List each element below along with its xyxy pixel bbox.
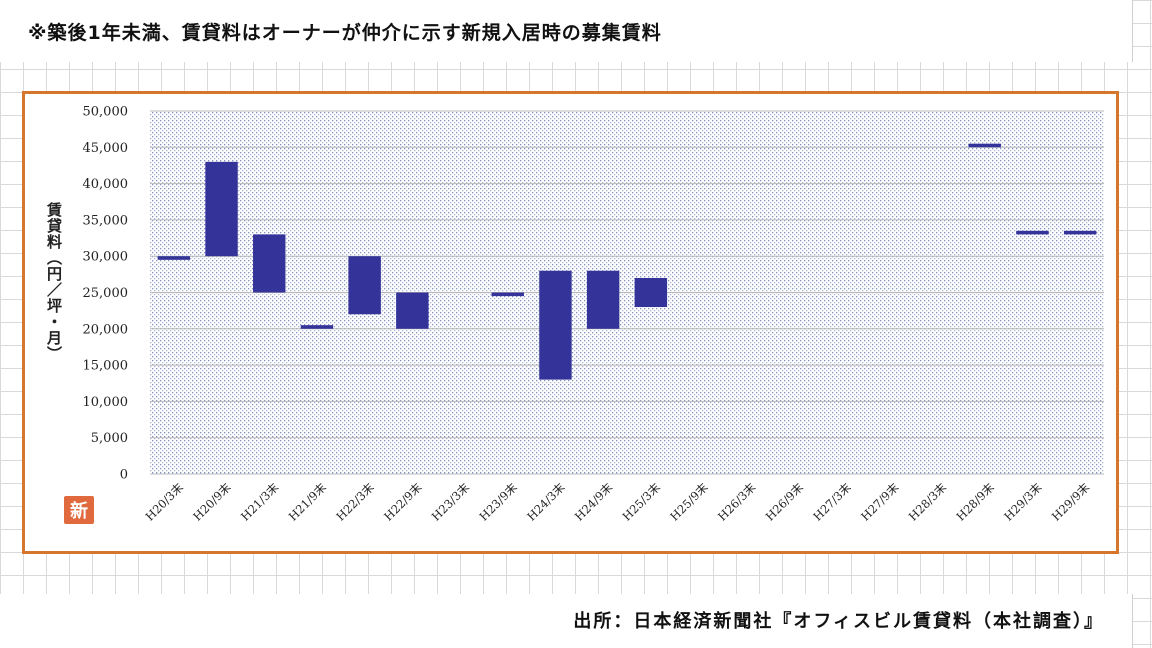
x-tick-label: H28/3末 [906,480,950,524]
range-bar [253,234,286,293]
x-tick-label: H23/3末 [429,480,473,524]
range-bar [205,161,238,257]
x-tick-label: H29/9末 [1049,480,1093,524]
x-tick-label: H24/3末 [524,480,568,524]
y-tick-label: 10,000 [83,395,129,410]
x-tick-label: H25/9末 [667,480,711,524]
source-text: 出所：日本経済新聞社『オフィスビル賃貸料（本社調査）』 [573,611,1104,632]
x-tick-label: H22/9末 [381,480,425,524]
range-bar [634,277,668,308]
y-tick-label: 30,000 [83,250,129,265]
range-bar [586,270,620,329]
x-tick-label: H20/3末 [143,480,187,524]
y-axis-label: 賃貸料（円／坪・月） [45,202,63,362]
x-tick-labels: H20/3末 H20/9末 H21/3末 H21/9末 H22/3末 H22/9末 H23/… [143,480,1093,524]
range-bar [348,256,381,315]
x-tick-label: H20/9末 [190,480,234,524]
note-bar: ※築後1年未満、賃貸料はオーナーが仲介に示す新規入居時の募集賃料 [0,0,1133,62]
x-tick-label: H24/9末 [572,480,616,524]
source-bar: 出所：日本経済新聞社『オフィスビル賃貸料（本社調査）』 [0,594,1133,648]
x-tick-label: H29/3末 [1001,480,1045,524]
x-tick-label: H23/9末 [476,480,520,524]
range-bar [539,270,572,380]
y-tick-label: 15,000 [83,359,129,374]
x-tick-label: H21/3末 [238,480,282,524]
y-tick-label: 20,000 [83,322,129,337]
x-tick-label: H22/3末 [333,480,377,524]
range-bar [491,292,524,297]
range-bar [968,143,1001,148]
y-tick-label: 0 [120,468,128,483]
range-bar [1016,230,1049,235]
note-text: ※築後1年未満、賃貸料はオーナーが仲介に示す新規入居時の募集賃料 [28,22,662,44]
x-tick-label: H25/3末 [620,480,664,524]
new-badge-icon: 新 [64,496,94,524]
x-tick-label: H26/9末 [763,480,807,524]
y-tick-label: 50,000 [83,105,129,120]
y-tick-labels: 0 5,000 10,000 15,000 20,000 25,000 30,000 35,0… [83,105,129,483]
range-bar [300,325,334,329]
x-tick-label: H27/3末 [810,480,854,524]
x-tick-label: H28/9末 [953,480,997,524]
y-tick-label: 5,000 [91,431,128,446]
range-bar [157,256,191,260]
bars [157,143,1097,380]
y-tick-label: 40,000 [83,177,129,192]
x-tick-label: H27/9末 [858,480,902,524]
x-tick-label: H26/3末 [715,480,759,524]
y-tick-label: 25,000 [83,286,129,301]
x-tick-label: H21/9末 [286,480,330,524]
y-tick-label: 45,000 [83,141,129,156]
y-tick-label: 35,000 [83,213,129,228]
range-bar [1063,230,1097,235]
range-bar [396,292,429,329]
